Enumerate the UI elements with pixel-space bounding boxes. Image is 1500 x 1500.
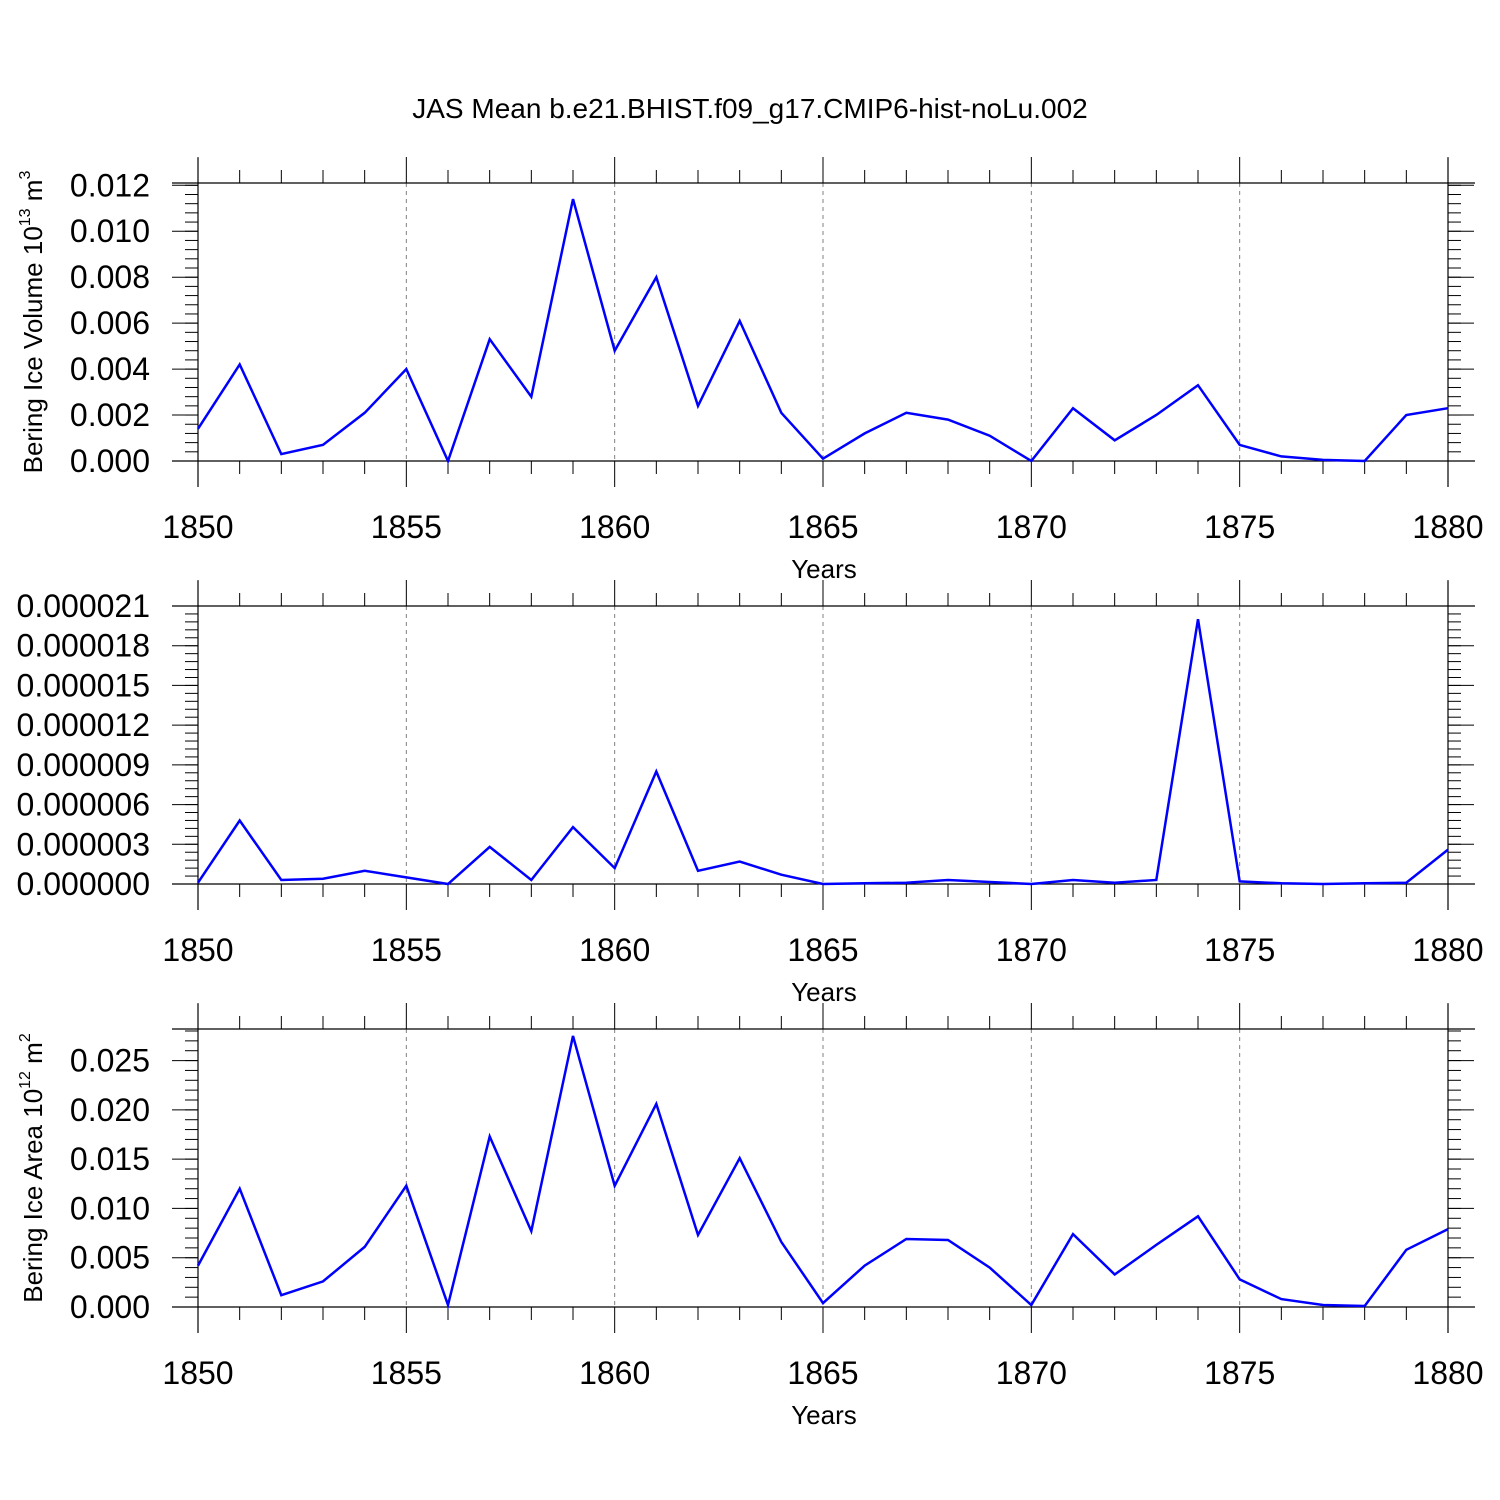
y-tick-label: 0.000021 (17, 588, 150, 624)
x-tick-label: 1875 (1204, 509, 1275, 545)
y-tick-label: 0.000003 (17, 826, 150, 862)
x-tick-label: 1865 (787, 1355, 858, 1391)
x-tick-label: 1855 (371, 509, 442, 545)
y-tick-label: 0.010 (70, 1190, 150, 1226)
x-tick-label: 1875 (1204, 1355, 1275, 1391)
x-tick-label: 1850 (162, 1355, 233, 1391)
x-tick-label: 1870 (996, 932, 1067, 968)
x-tick-label: 1855 (371, 1355, 442, 1391)
x-axis-label: Years (791, 977, 857, 1007)
y-tick-label: 0.006 (70, 305, 150, 341)
y-tick-label: 0.000 (70, 1289, 150, 1325)
y-tick-label: 0.004 (70, 351, 150, 387)
x-tick-label: 1865 (787, 509, 858, 545)
y-tick-label: 0.000012 (17, 707, 150, 743)
y-tick-label: 0.015 (70, 1141, 150, 1177)
x-tick-label: 1880 (1412, 1355, 1483, 1391)
x-tick-label: 1870 (996, 509, 1067, 545)
x-axis-label: Years (791, 1400, 857, 1430)
x-tick-label: 1860 (579, 1355, 650, 1391)
y-tick-label: 0.000 (70, 443, 150, 479)
y-tick-label: 0.000018 (17, 628, 150, 664)
x-tick-label: 1880 (1412, 509, 1483, 545)
y-tick-label: 0.000015 (17, 667, 150, 703)
y-tick-label: 0.025 (70, 1043, 150, 1079)
x-tick-label: 1865 (787, 932, 858, 968)
y-tick-label: 0.012 (70, 167, 150, 203)
y-axis-label: Bering Ice Area 1012 m2 (17, 1033, 48, 1303)
y-tick-label: 0.000006 (17, 787, 150, 823)
y-tick-label: 0.008 (70, 259, 150, 295)
y-tick-label: 0.020 (70, 1092, 150, 1128)
y-axis-label: Bering Ice Volume 1013 m3 (17, 171, 48, 474)
x-tick-label: 1855 (371, 932, 442, 968)
x-tick-label: 1860 (579, 932, 650, 968)
panel-2: 1850 1855 1860 1865 1870 1875 1880 Years 0.00000… (17, 580, 1484, 1007)
x-tick-label: 1880 (1412, 932, 1483, 968)
series-line (196, 1035, 1449, 1310)
series-line (196, 198, 1449, 465)
series-line (196, 619, 1449, 886)
y-tick-label: 0.000000 (17, 866, 150, 902)
x-axis-label: Years (791, 554, 857, 584)
panel-3: 1850 1855 1860 1865 1870 1875 1880 Years 0.000 0.… (17, 1003, 1484, 1430)
x-tick-label: 1850 (162, 509, 233, 545)
y-tick-label: 0.005 (70, 1240, 150, 1276)
chart-title: JAS Mean b.e21.BHIST.f09_g17.CMIP6-hist-… (412, 93, 1088, 124)
x-tick-label: 1870 (996, 1355, 1067, 1391)
x-tick-label: 1850 (162, 932, 233, 968)
y-tick-label: 0.010 (70, 213, 150, 249)
x-tick-label: 1875 (1204, 932, 1275, 968)
y-tick-label: 0.000009 (17, 747, 150, 783)
panel-1: 1850 1855 1860 1865 1870 1875 1880 Years 0.000 0.… (17, 157, 1484, 584)
y-tick-label: 0.002 (70, 397, 150, 433)
x-tick-label: 1860 (579, 509, 650, 545)
